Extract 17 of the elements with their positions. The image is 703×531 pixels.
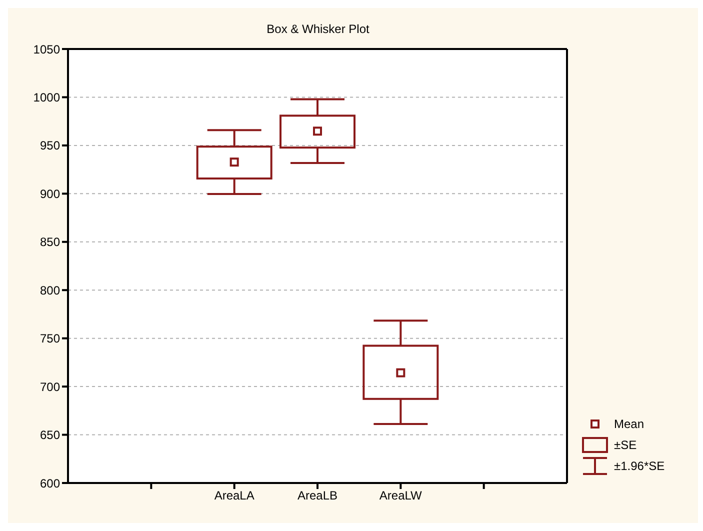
text: Mean	[614, 416, 644, 430]
chart-title: Box & Whisker Plot	[266, 22, 370, 36]
text: ±SE	[614, 438, 637, 452]
y-tick-label: 850	[40, 235, 60, 250]
y-tick-label: 950	[40, 138, 60, 153]
y-tick-label: 650	[40, 428, 60, 442]
x-tick-label: AreaLW	[379, 488, 423, 503]
y-tick-label: 900	[40, 186, 60, 201]
y-tick-label: 1000	[33, 90, 60, 104]
x-tick-label: AreaLB	[297, 488, 338, 503]
y-tick-label: 800	[40, 283, 60, 298]
y-tick-label: 600	[40, 476, 60, 490]
y-tick-label: 700	[40, 380, 60, 394]
x-tick-label: AreaLA	[214, 488, 254, 503]
y-tick-label: 750	[40, 332, 60, 346]
y-tick-label: 1050	[33, 42, 60, 56]
text: ±1.96*SE	[614, 458, 665, 472]
